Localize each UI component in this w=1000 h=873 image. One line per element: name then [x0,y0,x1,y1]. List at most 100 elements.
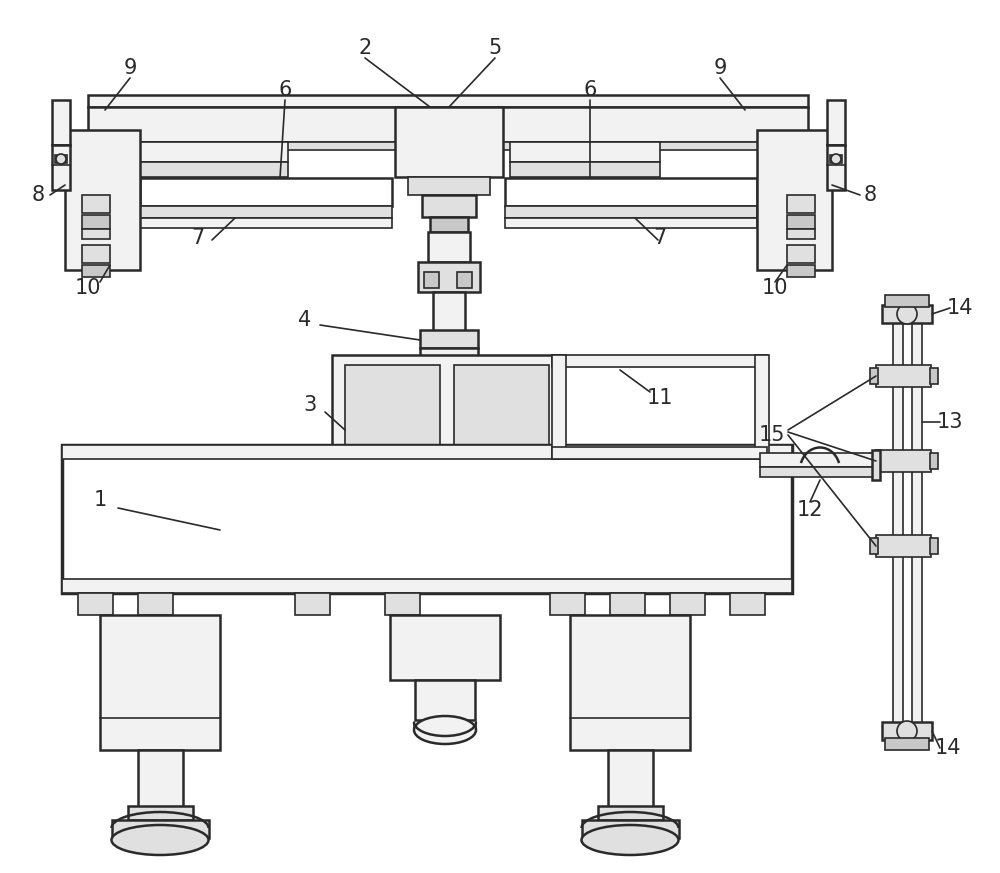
Circle shape [831,154,841,164]
Bar [552,355,566,459]
Bar [418,262,480,292]
Bar [827,145,845,190]
Bar [422,195,476,217]
Bar [425,368,437,376]
Bar [430,217,468,232]
Bar [82,195,110,213]
Bar [415,680,475,720]
Bar [420,348,478,370]
Bar [598,806,663,820]
Bar [552,447,767,459]
Bar [345,365,440,447]
Bar [82,265,110,277]
Bar [872,450,880,480]
Bar [505,178,757,206]
Bar [893,315,903,730]
Bar [395,107,503,177]
Text: 2: 2 [358,38,372,58]
Bar [55,155,67,163]
Bar [876,535,931,557]
Text: 8: 8 [863,185,877,205]
Bar [461,368,473,376]
Bar [138,162,288,177]
Text: 4: 4 [298,310,312,330]
Bar [408,177,490,195]
Bar [830,155,842,163]
Text: 10: 10 [762,278,788,298]
Bar [912,315,922,730]
Bar [138,142,288,162]
Bar [930,538,938,554]
Text: 10: 10 [75,278,101,298]
Bar [88,142,808,150]
Bar [295,593,330,615]
Bar [876,450,931,472]
Bar [787,195,815,213]
Bar [730,593,765,615]
Bar [505,206,757,218]
Bar [78,593,113,615]
Bar [62,445,792,593]
Bar [82,245,110,263]
Bar [930,453,938,469]
Bar [930,368,938,384]
Text: 11: 11 [647,388,673,408]
Bar [787,229,815,239]
Text: 6: 6 [583,80,597,100]
Bar [610,593,645,615]
Bar [882,305,932,323]
Text: 15: 15 [759,425,785,445]
Bar [390,615,500,680]
Bar [457,272,472,288]
Bar [787,265,815,277]
Ellipse shape [112,825,208,855]
Bar [112,820,209,838]
Bar [82,229,110,239]
Bar [787,215,815,229]
Bar [52,100,70,145]
Text: 6: 6 [278,80,292,100]
Bar [62,445,792,459]
Bar [882,722,932,740]
Bar [138,593,173,615]
Circle shape [56,154,66,164]
Bar [65,130,140,270]
Bar [52,145,70,190]
Bar [885,295,929,307]
Text: 3: 3 [303,395,317,415]
Bar [876,365,931,387]
Text: 8: 8 [31,185,45,205]
Bar [100,615,220,750]
Ellipse shape [414,716,476,744]
Text: 5: 5 [488,38,502,58]
Text: 13: 13 [937,412,963,432]
Text: 7: 7 [191,228,205,248]
Bar [757,130,832,270]
Bar [128,806,193,820]
Text: 12: 12 [797,500,823,520]
Text: 14: 14 [935,738,961,758]
Bar [140,206,392,218]
Text: 14: 14 [947,298,973,318]
Bar [552,355,767,367]
Text: 9: 9 [713,58,727,78]
Bar [424,272,439,288]
Bar [885,738,929,750]
Bar [760,467,880,477]
Bar [870,453,878,469]
Bar [82,215,110,229]
Text: 7: 7 [653,228,667,248]
Circle shape [897,304,917,324]
Bar [88,107,808,142]
Bar [138,750,183,808]
Bar [550,593,585,615]
Bar [510,142,660,162]
Bar [505,218,757,228]
Bar [870,538,878,554]
Bar [760,453,880,467]
Bar [140,178,392,206]
Bar [870,368,878,384]
Bar [88,95,808,107]
Bar [420,330,478,348]
Bar [827,100,845,145]
